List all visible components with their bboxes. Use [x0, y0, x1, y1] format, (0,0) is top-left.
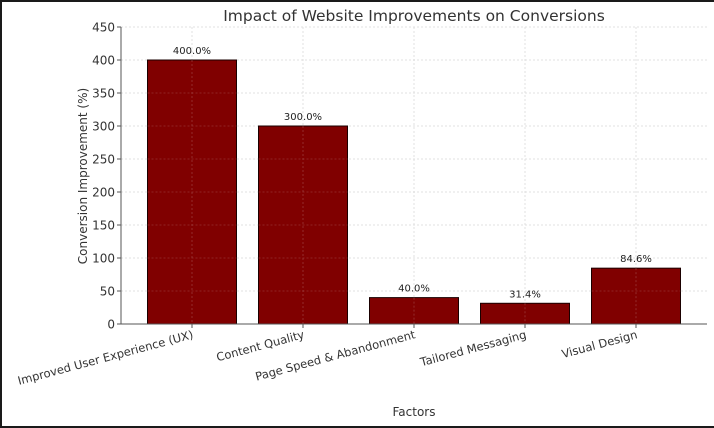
y-tick-label: 400 [92, 54, 115, 68]
y-tick-label: 350 [92, 87, 115, 101]
bar-value-label: 300.0% [284, 112, 322, 123]
x-tick-label: Visual Design [560, 327, 639, 361]
y-tick-label: 100 [92, 252, 115, 266]
bars [147, 59, 681, 325]
bar-value-label: 84.6% [620, 254, 652, 265]
y-tick-label: 450 [92, 21, 115, 35]
y-tick-label: 150 [92, 219, 115, 233]
axes: 0 50 100 150 200 250 300 350 400 450 Improved User… [16, 21, 707, 388]
bar-value-label: 31.4% [509, 289, 541, 300]
bar-value-label: 40.0% [398, 284, 430, 295]
y-tick-label: 50 [100, 285, 115, 299]
x-tick-label: Tailored Messaging [418, 327, 528, 369]
y-tick-label: 300 [92, 120, 115, 134]
chart-title: Impact of Website Improvements on Conver… [223, 7, 605, 25]
y-tick-label: 200 [92, 186, 115, 200]
labels: 400.0% 300.0% 40.0% 31.4% 84.6% [173, 46, 652, 300]
x-axis-label: Factors [393, 405, 436, 419]
y-tick-label: 250 [92, 153, 115, 167]
y-tick-label: 0 [107, 318, 115, 332]
y-axis-label: Conversion Improvement (%) [76, 88, 90, 264]
x-tick-label: Improved User Experience (UX) [16, 327, 195, 387]
bar-value-label: 400.0% [173, 46, 211, 57]
